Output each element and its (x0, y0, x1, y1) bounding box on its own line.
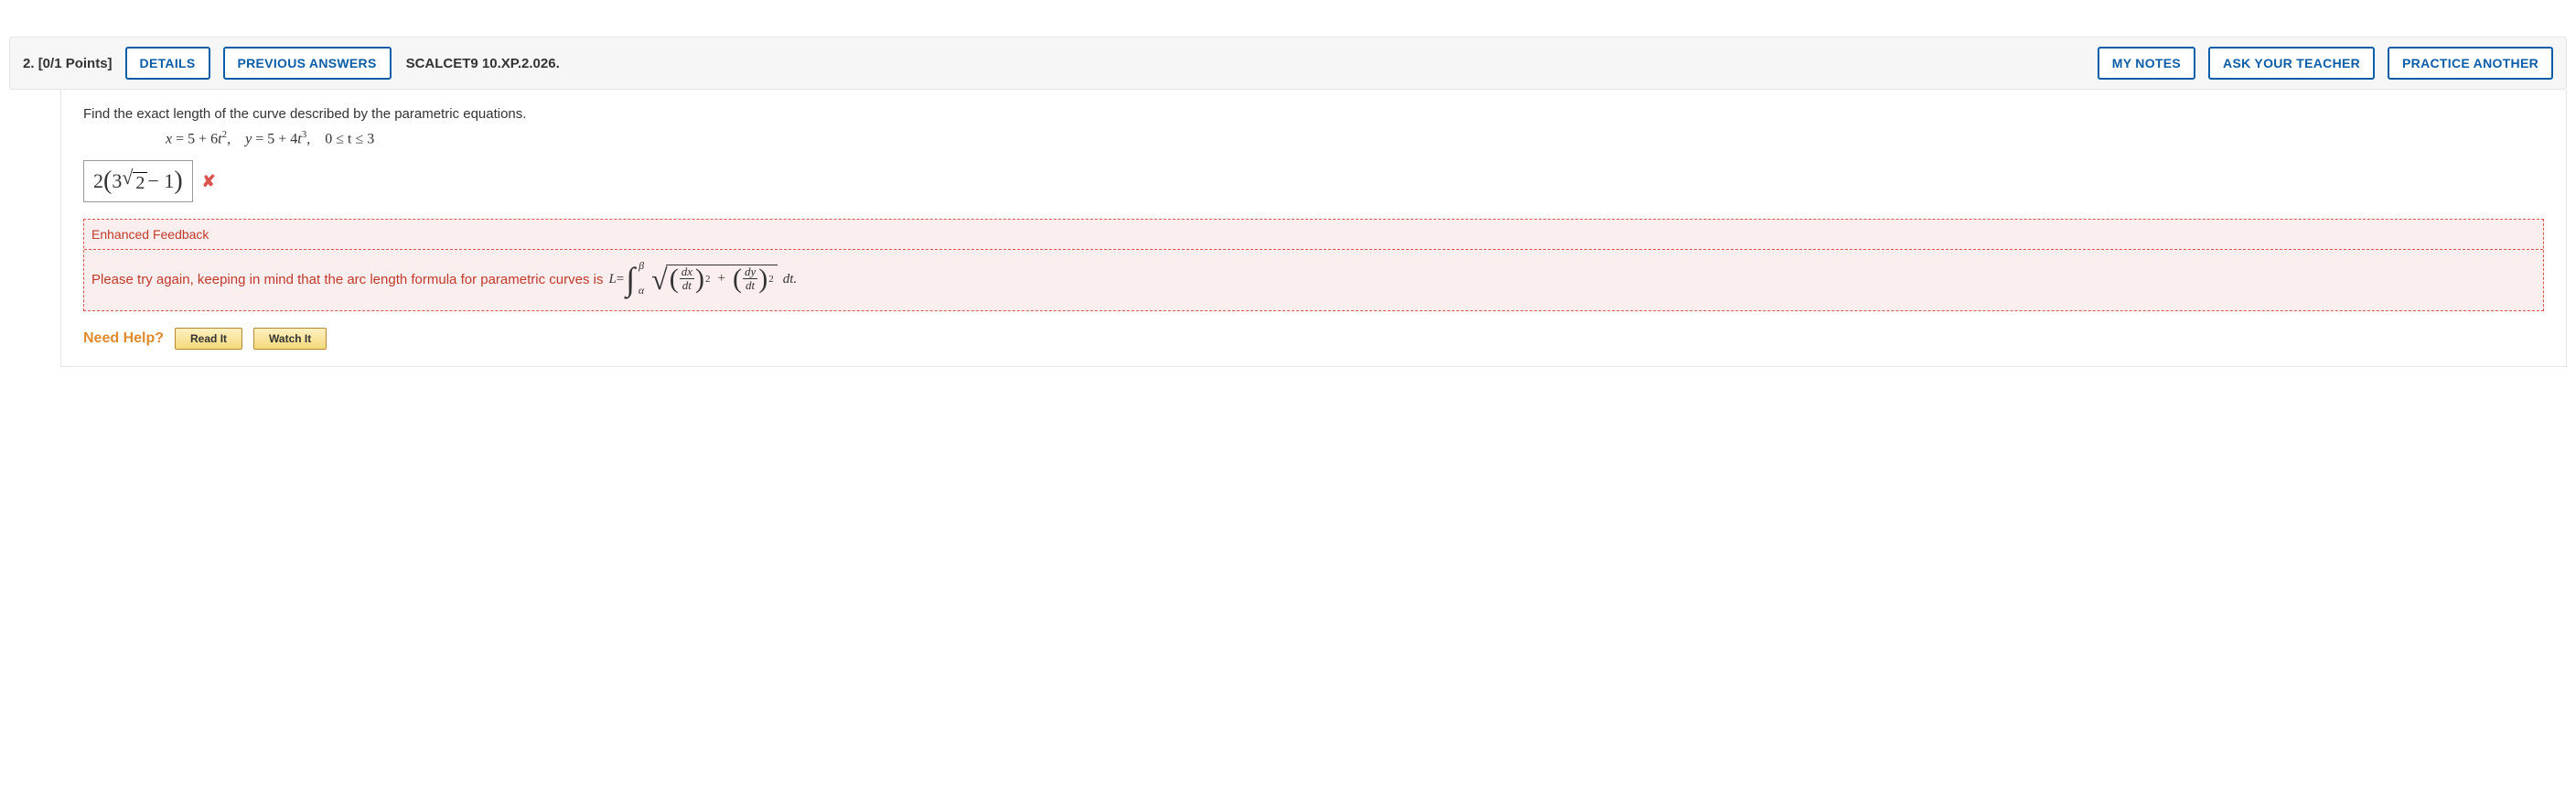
reference-id: SCALCET9 10.XP.2.026. (406, 56, 560, 71)
radical-bar: ( dx dt ) 2 + ( dy (666, 265, 778, 295)
y-lhs: y (245, 131, 252, 146)
sqrt-symbol: √ (122, 169, 133, 186)
ans-open: ( (103, 167, 112, 196)
read-it-button[interactable]: Read It (175, 328, 242, 350)
ans-coef: 3 (112, 169, 122, 193)
trail-dt: dt. (783, 272, 797, 287)
rp1: ) (695, 268, 704, 290)
dx-num: dx (680, 265, 694, 279)
question-header: 2. [0/1 Points] DETAILS PREVIOUS ANSWERS… (9, 37, 2567, 90)
ans-sqrt: √ 2 (122, 169, 147, 194)
ask-teacher-button[interactable]: ASK YOUR TEACHER (2208, 47, 2375, 80)
points-text: [0/1 Points] (38, 56, 113, 71)
dy-exp: 2 (768, 274, 774, 285)
question-number: 2. [0/1 Points] (23, 56, 113, 71)
feedback-title: Enhanced Feedback (84, 220, 2543, 250)
feedback-body: Please try again, keeping in mind that t… (84, 250, 2543, 310)
answer-input-box[interactable]: 2 ( 3 √ 2 − 1 ) (83, 160, 193, 202)
ans-lead: 2 (93, 169, 103, 193)
feedback-prefix: Please try again, keeping in mind that t… (91, 272, 603, 287)
lp1: ( (670, 268, 679, 290)
question-body: Find the exact length of the curve descr… (60, 90, 2567, 367)
practice-another-button[interactable]: PRACTICE ANOTHER (2388, 47, 2553, 80)
ans-close: ) (174, 167, 182, 196)
arc-length-formula: L = ∫ β α √ ( dx dt (608, 263, 797, 296)
my-notes-button[interactable]: MY NOTES (2098, 47, 2195, 80)
eq2: = (255, 131, 267, 146)
dy-frac: dy dt (743, 265, 757, 293)
y-coef: 5 + 4 (267, 131, 297, 146)
lp2: ( (733, 268, 742, 290)
need-help-label: Need Help? (83, 330, 164, 347)
watch-it-button[interactable]: Watch It (253, 328, 327, 350)
dy-term: ( dy dt ) 2 (733, 265, 774, 293)
answer-row: 2 ( 3 √ 2 − 1 ) ✘ (83, 160, 2544, 202)
parametric-equations: x = 5 + 6t2, y = 5 + 4t3, 0 ≤ t ≤ 3 (166, 129, 2544, 147)
x-lhs: x (166, 131, 172, 146)
qnum-text: 2. (23, 56, 35, 71)
incorrect-icon: ✘ (202, 172, 216, 191)
feedback-box: Enhanced Feedback Please try again, keep… (83, 219, 2544, 311)
previous-answers-button[interactable]: PREVIOUS ANSWERS (223, 47, 392, 80)
formula-L: L (608, 272, 616, 287)
ans-tail: − 1 (147, 169, 174, 193)
help-row: Need Help? Read It Watch It (83, 328, 2544, 350)
integral-sign: ∫ β α (626, 263, 635, 296)
domain: 0 ≤ t ≤ 3 (325, 131, 374, 146)
rp2: ) (758, 268, 767, 290)
integral-symbol: ∫ (626, 261, 635, 297)
comma1: , (227, 131, 242, 146)
dx-frac: dx dt (680, 265, 694, 293)
plus: + (717, 271, 724, 286)
big-radical: √ ( dx dt ) 2 + ( (651, 265, 778, 295)
dy-num: dy (743, 265, 757, 279)
details-button[interactable]: DETAILS (125, 47, 210, 80)
integral-lower: α (639, 284, 644, 297)
x-coef: 5 + 6 (188, 131, 218, 146)
ans-radicand: 2 (133, 172, 147, 194)
dx-exp: 2 (705, 274, 711, 285)
dx-term: ( dx dt ) 2 (670, 265, 711, 293)
prompt-text: Find the exact length of the curve descr… (83, 106, 2544, 122)
integral-upper: β (639, 259, 644, 273)
comma2: , (306, 131, 321, 146)
dy-den: dt (744, 279, 757, 292)
formula-eq: = (617, 272, 624, 287)
eq1: = (176, 131, 188, 146)
dx-den: dt (681, 279, 693, 292)
